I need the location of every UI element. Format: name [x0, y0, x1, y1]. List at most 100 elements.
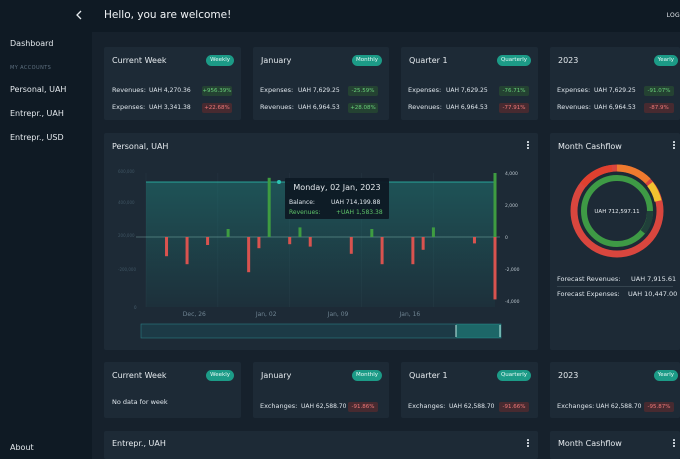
row-value: UAH 62,588.70 — [596, 403, 642, 410]
row-label: Revenues: — [408, 103, 442, 111]
row-value: UAH 4,270.36 — [149, 87, 191, 94]
y-left-zero-label: 0 — [134, 305, 137, 310]
change-badge: -91.66% — [499, 402, 529, 412]
revenue-bar[interactable] — [493, 173, 497, 237]
change-badge: +956.39% — [202, 86, 232, 96]
row-value: UAH 6,964.53 — [446, 104, 488, 111]
card-menu-icon[interactable] — [672, 141, 676, 151]
exchange-card-2023: 2023 Yearly Exchanges: UAH 62,588.70 -95… — [550, 362, 680, 418]
revenue-bar[interactable] — [370, 229, 374, 237]
expense-bar[interactable] — [165, 237, 169, 257]
revenue-bar[interactable] — [431, 227, 435, 237]
nav-about[interactable]: About — [10, 443, 34, 452]
tooltip-point — [277, 180, 281, 184]
expense-bar[interactable] — [185, 237, 189, 265]
card-title: Quarter 1 — [409, 56, 448, 65]
row-label: Exchanges: — [260, 402, 298, 410]
summary-card-2023: 2023 Yearly Expenses: UAH 7,629.25 -91.0… — [550, 47, 680, 120]
card-title: January — [261, 56, 292, 65]
period-pill[interactable]: Weekly — [206, 55, 234, 66]
expense-bar[interactable] — [380, 237, 384, 265]
scroller-selected-range[interactable] — [456, 324, 501, 338]
entrepr-account-card: Entrepr., UAH — [104, 431, 538, 459]
period-pill[interactable]: Monthly — [351, 55, 382, 66]
donut-center-value: UAH 712,597.11 — [594, 209, 639, 215]
nav-dashboard[interactable]: Dashboard — [10, 39, 54, 48]
summary-card-current-week: Current Week Weekly Revenues: UAH 4,270.… — [104, 47, 241, 120]
row-value: UAH 7,629.25 — [298, 87, 340, 94]
row-value: UAH 62,588.70 — [301, 403, 347, 410]
card-title: Personal, UAH — [112, 142, 169, 151]
change-badge: -77.91% — [499, 103, 529, 113]
revenue-bar[interactable] — [267, 177, 271, 237]
chart-scroller[interactable] — [140, 323, 502, 339]
expense-bar[interactable] — [349, 237, 353, 254]
nav-account-entrepr-uah[interactable]: Entrepr., UAH — [10, 109, 64, 118]
row-value: UAH 6,964.53 — [298, 104, 340, 111]
donut-inner-segment-dark — [640, 210, 653, 234]
personal-account-card: Personal, UAH 4,000 2,000 0 -2,000 -4,000 600… — [104, 133, 538, 350]
expense-bar[interactable] — [257, 237, 261, 249]
tooltip-date: Monday, 02 Jan, 2023 — [293, 183, 380, 192]
balance-chart[interactable]: 4,000 2,000 0 -2,000 -4,000 600,000 400,000 200… — [104, 133, 538, 350]
chart-tooltip: Monday, 02 Jan, 2023 Balance: UAH 714,19… — [277, 178, 389, 219]
nav-account-personal-uah[interactable]: Personal, UAH — [10, 85, 67, 94]
y-left-tick-label: 200,000 — [118, 233, 135, 238]
row-value: UAH 3,341.38 — [149, 104, 191, 111]
x-tick-label: Jan, 02 — [255, 311, 277, 318]
period-pill[interactable]: Quarterly — [496, 55, 531, 66]
forecast-revenues-value: UAH 7,915.61 — [631, 275, 677, 283]
expense-bar[interactable] — [288, 237, 292, 245]
forecast-expenses-label: Forecast Expenses: — [557, 290, 620, 298]
cashflow-donut[interactable]: UAH 712,597.11 — [550, 157, 680, 277]
change-badge: -87.9% — [644, 103, 674, 113]
change-badge: -91.86% — [348, 402, 378, 412]
y-right-tick-label: -2,000 — [505, 267, 520, 273]
nav-account-entrepr-usd[interactable]: Entrepr., USD — [10, 133, 64, 142]
period-pill[interactable]: Weekly — [206, 370, 234, 381]
top-bar: Hello, you are welcome! LOG — [92, 0, 680, 32]
logout-button[interactable]: LOG — [666, 12, 680, 19]
card-title: 2023 — [558, 56, 579, 65]
expense-bar[interactable] — [247, 237, 251, 273]
card-title: Quarter 1 — [409, 371, 448, 380]
row-label: Revenues: — [557, 103, 591, 111]
tooltip-balance-value: UAH 714,199.88 — [331, 199, 380, 206]
y-left-tick-label: 400,000 — [118, 200, 135, 205]
expense-bar[interactable] — [206, 237, 210, 245]
no-data-text: No data for week — [112, 398, 168, 406]
expense-bar[interactable] — [308, 237, 312, 247]
tooltip-revenues-label: Revenues: — [289, 209, 320, 216]
expense-bar[interactable] — [493, 237, 497, 300]
period-pill[interactable]: Yearly — [653, 55, 678, 66]
row-value: UAH 7,629.25 — [594, 87, 636, 94]
period-pill[interactable]: Monthly — [351, 370, 382, 381]
revenue-bar[interactable] — [226, 229, 230, 237]
card-title: 2023 — [558, 371, 579, 380]
row-label: Exchanges: — [408, 402, 446, 410]
change-badge: -95.87% — [644, 402, 674, 412]
divider — [557, 286, 673, 287]
card-menu-icon[interactable] — [672, 439, 676, 449]
row-label: Expenses: — [112, 103, 146, 111]
period-pill[interactable]: Quarterly — [496, 370, 531, 381]
chevron-left-icon[interactable] — [76, 10, 82, 20]
forecast-revenues-label: Forecast Revenues: — [557, 275, 621, 283]
exchange-card-january: January Monthly Exchanges: UAH 62,588.70… — [253, 362, 389, 418]
y-left-tick-label: -200,000 — [118, 267, 136, 272]
row-label: Exchanges: — [557, 402, 595, 410]
row-label: Expenses: — [260, 86, 294, 94]
period-pill[interactable]: Yearly — [653, 370, 678, 381]
expense-bar[interactable] — [421, 237, 425, 250]
revenue-bar[interactable] — [298, 227, 302, 237]
donut-outer-segment-orange — [616, 164, 651, 184]
expense-bar[interactable] — [472, 237, 476, 244]
exchange-card-current-week: Current Week Weekly No data for week — [104, 362, 241, 418]
card-menu-icon[interactable] — [526, 439, 530, 449]
nav-section-accounts: MY ACCOUNTS — [10, 65, 52, 71]
row-value: UAH 6,964.53 — [594, 104, 636, 111]
tooltip-revenues-value: +UAH 1,583.38 — [336, 209, 383, 216]
card-menu-icon[interactable] — [526, 141, 530, 151]
expense-bar[interactable] — [411, 237, 415, 265]
sidebar: Dashboard MY ACCOUNTS Personal, UAH Entr… — [0, 0, 92, 459]
